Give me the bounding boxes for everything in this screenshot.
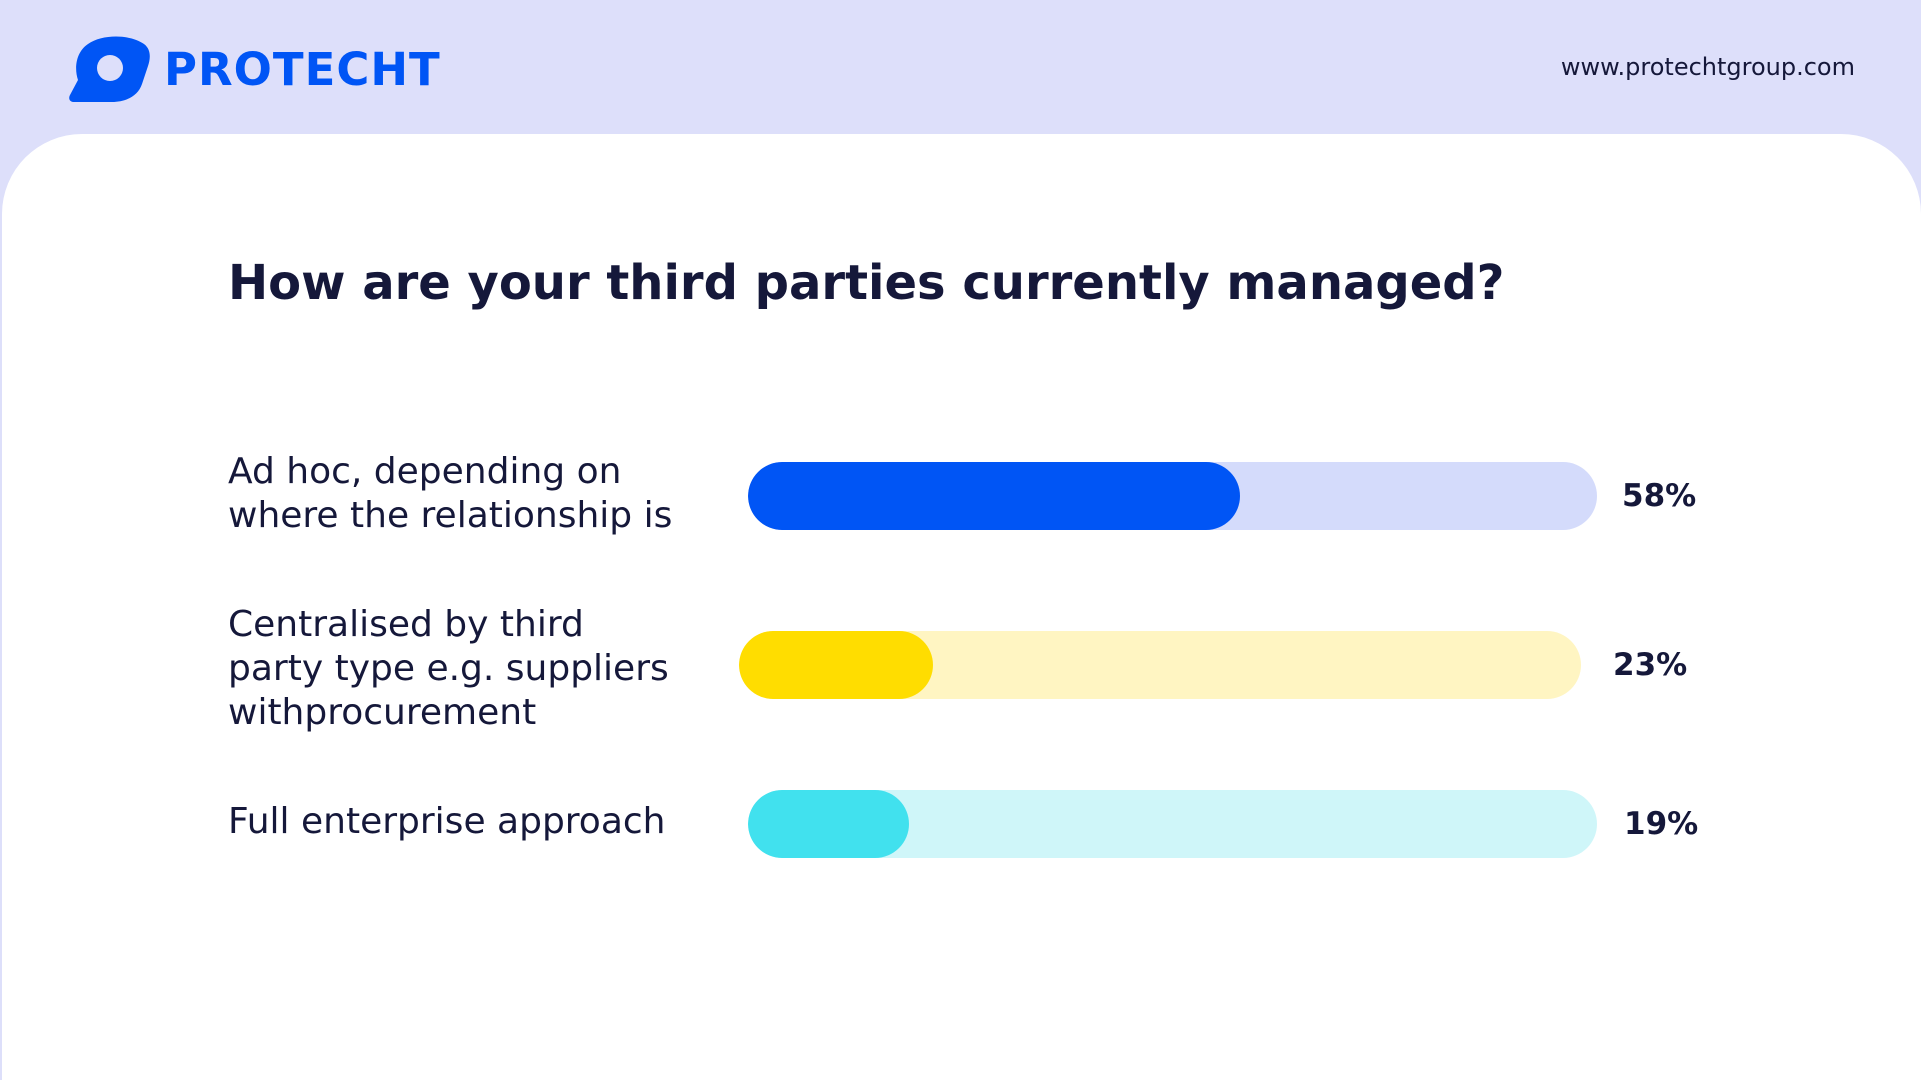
- website-url[interactable]: www.protechtgroup.com: [1560, 53, 1855, 81]
- chart-title: How are your third parties currently man…: [228, 255, 1505, 311]
- bar: [748, 462, 1241, 530]
- value-label: 58%: [1622, 478, 1697, 514]
- value-label: 23%: [1613, 647, 1688, 683]
- category-label-line: Centralised by third: [228, 604, 584, 645]
- bar: [739, 631, 933, 699]
- brand-logo[interactable]: PROTECHT: [68, 36, 441, 102]
- category-label-line: party type e.g. suppliers: [228, 648, 669, 689]
- content-card: [2, 134, 1921, 1080]
- category-label: Full enterprise approach: [228, 800, 748, 844]
- category-label-line: where the relationship is: [228, 495, 673, 536]
- bar-track: [748, 462, 1597, 530]
- protecht-logo-icon: [69, 36, 150, 102]
- bar-track: [739, 631, 1581, 699]
- category-label: Centralised by third party type e.g. supp…: [228, 603, 748, 735]
- bar: [748, 790, 910, 858]
- category-label-line: Full enterprise approach: [228, 801, 666, 842]
- value-label: 19%: [1624, 806, 1699, 842]
- category-label: Ad hoc, depending on where the relationsh…: [228, 450, 748, 538]
- category-label-line: withprocurement: [228, 692, 537, 733]
- brand-name: PROTECHT: [164, 42, 441, 96]
- header: PROTECHT www.protechtgroup.com: [0, 0, 1921, 136]
- bar-track: [748, 790, 1597, 858]
- category-label-line: Ad hoc, depending on: [228, 451, 622, 492]
